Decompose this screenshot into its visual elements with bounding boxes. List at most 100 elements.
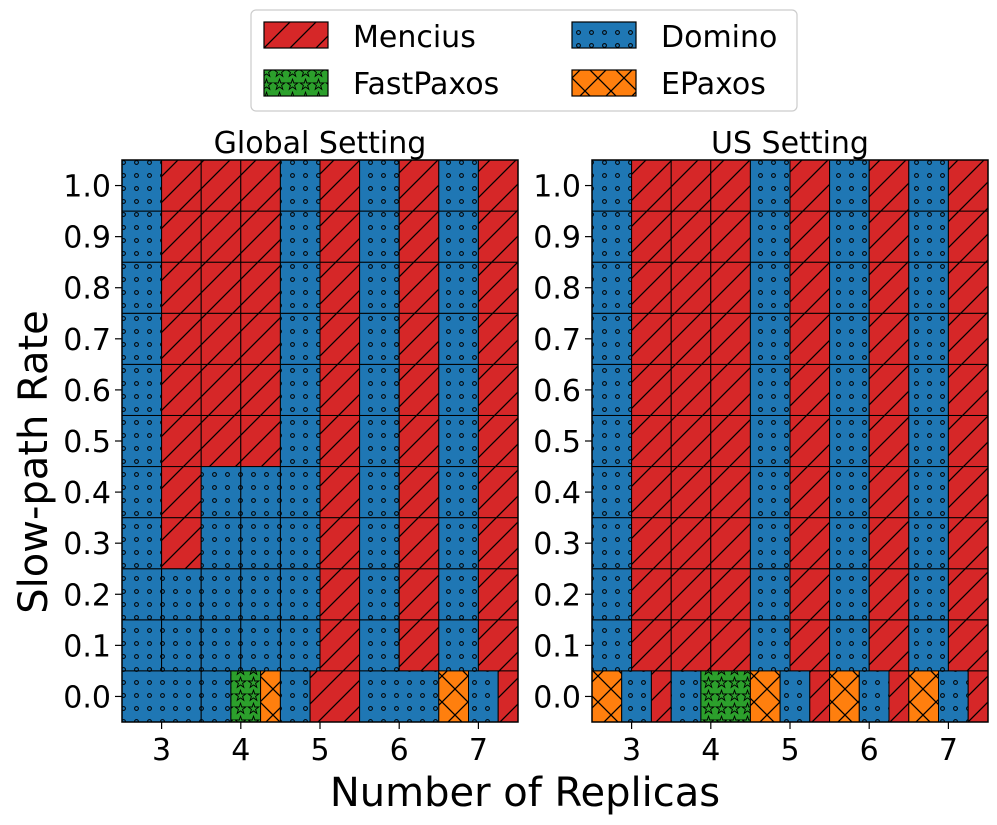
cell-mencius-n3-r0.6 — [161, 363, 202, 416]
cell-mencius-n7-r0.6 — [947, 363, 989, 416]
cell-mencius-n4-r0.1 — [710, 619, 751, 672]
y-tick-label: 0.3 — [63, 527, 111, 562]
x-tick-label: 7 — [939, 733, 958, 768]
panel-global-setting: Global Setting 3 4 5 6 7 — [121, 126, 519, 768]
cell-mencius-n4-r0.8 — [710, 261, 751, 314]
cell-mencius-n6-r0.9 — [868, 210, 910, 263]
legend-label-mencius: Mencius — [353, 20, 476, 55]
cell-domino-n3-r0.9 — [591, 210, 633, 263]
cell-mencius-n4-r1.0 — [710, 159, 751, 212]
y-tick-label: 0.6 — [63, 374, 111, 409]
cell-mencius-n6-r0.9 — [398, 210, 440, 263]
cell-domino-n6-r0.7 — [829, 312, 870, 365]
cell-domino-n5-r0.4 — [279, 466, 321, 519]
cell-domino-n5-r1.0 — [279, 159, 321, 212]
cell-domino-n3-r0.7 — [121, 312, 163, 365]
y-tick-label: 0.4 — [63, 476, 111, 511]
legend-swatch-fastpaxos — [263, 69, 329, 97]
x-tick-label: 5 — [310, 733, 329, 768]
cell-mencius-n6-r0.6 — [398, 363, 440, 416]
x-axis-label: Number of Replicas — [330, 770, 720, 816]
cell-domino-n6-r0.8 — [829, 261, 870, 314]
legend-frame — [250, 9, 798, 112]
cell-domino-n5-r0.2 — [749, 568, 791, 621]
cell-mencius-n6-r0.6 — [868, 363, 910, 416]
y-tick-label: 0.7 — [63, 323, 111, 358]
cell-domino-n5-r0.6 — [749, 363, 791, 416]
cell-mencius-n7-r0.7 — [947, 312, 989, 365]
cell-domino-n4-r0.4 — [200, 466, 242, 519]
x-tick-label: 3 — [622, 733, 641, 768]
cell-domino-n5-r0.3 — [279, 517, 321, 570]
cell-domino-n6-r0.2 — [359, 568, 400, 621]
cell-domino-n7-r0.4 — [908, 466, 949, 519]
cell-domino-n4-r0.3 — [240, 517, 281, 570]
x-tick-label: 4 — [701, 733, 720, 768]
cell-domino-n5-r0.5 — [749, 414, 791, 468]
cell-mencius-n7-r0.3 — [947, 517, 989, 570]
cell-mencius-n6-r1.0 — [398, 159, 440, 212]
cell-mencius-n5-r0.8 — [789, 261, 831, 314]
cell-mencius-n5-r0.5 — [789, 414, 831, 468]
cell-mencius-n5-r0.2 — [319, 568, 361, 621]
legend-entry-domino: Domino — [571, 20, 777, 55]
y-tick-label: 0.1 — [63, 629, 111, 664]
cell-mencius-n4-r0.5 — [670, 414, 712, 468]
cell-mencius-n3-r1.0 — [631, 159, 672, 212]
cell-domino-n6-r0.3 — [829, 517, 870, 570]
cell-domino-n7-r0.2 — [438, 568, 479, 621]
cell-mencius-n5-r0.2 — [789, 568, 831, 621]
cell-domino-n5-r0.7 — [749, 312, 791, 365]
cell-domino-n5-r0.4 — [749, 466, 791, 519]
cell-domino-n3-r0.8 — [121, 261, 163, 314]
cell-domino-n7-r0.8 — [908, 261, 949, 314]
y-tick-label: 1.0 — [533, 170, 581, 205]
cell-domino-n5-r0.3 — [749, 517, 791, 570]
panel-us-setting: US Setting 3 4 5 6 7 — [591, 126, 989, 768]
cell-domino-n6-r1.0 — [829, 159, 870, 212]
cell-mencius-n4-r0.8 — [670, 261, 712, 314]
cell-mencius-n4-r0.6 — [710, 363, 751, 416]
x-tick-label: 5 — [780, 733, 799, 768]
cell-epaxos-n5-r0.0 — [749, 670, 781, 723]
cell-domino-n5-r0.7 — [279, 312, 321, 365]
legend-swatch-epaxos — [571, 69, 637, 97]
cell-mencius-n4-r0.6 — [670, 363, 712, 416]
panel-title-global-setting: Global Setting — [214, 126, 427, 161]
y-tick-label: 1.0 — [63, 170, 111, 205]
cell-mencius-n4-r0.3 — [710, 517, 751, 570]
cell-mencius-n3-r0.5 — [631, 414, 672, 468]
cell-fastpaxos-n4-r0.0 — [230, 670, 262, 723]
cell-domino-n7-r0.5 — [908, 414, 949, 468]
cell-mencius-n3-r0.6 — [631, 363, 672, 416]
panel-global-xticks: 3 4 5 6 7 — [152, 722, 488, 768]
cell-domino-n6-r0.7 — [359, 312, 400, 365]
cell-domino-n6-r0.9 — [829, 210, 870, 263]
cell-mencius-n7-r0.7 — [477, 312, 519, 365]
cell-mencius-n4-r0.9 — [240, 210, 281, 263]
cell-mencius-n3-r0.0 — [650, 670, 672, 723]
cell-mencius-n6-r0.0 — [888, 670, 910, 723]
cell-mencius-n4-r0.7 — [710, 312, 751, 365]
cell-domino-n7-r0.4 — [438, 466, 479, 519]
cell-mencius-n4-r0.4 — [670, 466, 712, 519]
cell-mencius-n5-r0.6 — [319, 363, 361, 416]
panel-title-us-setting: US Setting — [711, 126, 869, 161]
cell-domino-n3-r0.0 — [621, 670, 652, 723]
cell-mencius-n5-r0.3 — [319, 517, 361, 570]
cell-mencius-n6-r0.7 — [398, 312, 440, 365]
cell-domino-n3-r0.6 — [121, 363, 163, 416]
cell-mencius-n3-r0.8 — [161, 261, 202, 314]
cell-mencius-n5-r1.0 — [319, 159, 361, 212]
cell-fastpaxos-n4-r0.0 — [700, 670, 751, 723]
cell-mencius-n6-r0.1 — [868, 619, 910, 672]
cell-domino-n7-r0.3 — [438, 517, 479, 570]
cell-mencius-n5-r0.7 — [319, 312, 361, 365]
cell-domino-n6-r0.4 — [829, 466, 870, 519]
x-tick-label: 3 — [152, 733, 171, 768]
y-tick-label: 0.6 — [533, 374, 581, 409]
cell-mencius-n6-r1.0 — [868, 159, 910, 212]
cell-domino-n7-r0.9 — [438, 210, 479, 263]
cell-mencius-n6-r0.5 — [868, 414, 910, 468]
cell-domino-n3-r0.9 — [121, 210, 163, 263]
